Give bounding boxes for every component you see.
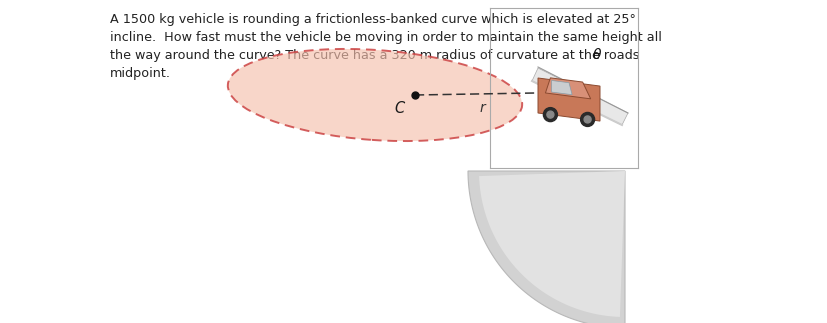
Polygon shape	[538, 78, 600, 121]
Polygon shape	[551, 80, 571, 95]
Text: r: r	[479, 101, 485, 115]
Ellipse shape	[227, 49, 522, 141]
Polygon shape	[467, 171, 624, 323]
Text: θ: θ	[592, 48, 600, 62]
Polygon shape	[479, 171, 624, 317]
Circle shape	[583, 116, 590, 123]
Circle shape	[580, 112, 594, 126]
Polygon shape	[545, 78, 590, 99]
Polygon shape	[532, 68, 627, 125]
Circle shape	[543, 108, 557, 122]
Circle shape	[547, 111, 553, 118]
Text: A 1500 kg vehicle is rounding a frictionless-banked curve which is elevated at 2: A 1500 kg vehicle is rounding a friction…	[110, 13, 661, 80]
Text: C: C	[394, 100, 404, 116]
